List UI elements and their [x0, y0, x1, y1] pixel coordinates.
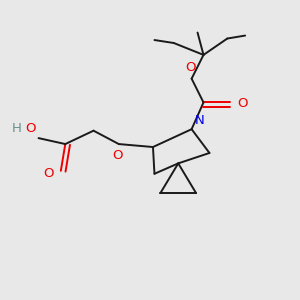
Text: N: N — [195, 114, 205, 127]
Text: O: O — [185, 61, 195, 74]
Text: O: O — [43, 167, 53, 180]
Text: O: O — [112, 149, 123, 162]
Text: O: O — [238, 98, 248, 110]
Text: O: O — [26, 122, 36, 135]
Text: H: H — [11, 122, 21, 135]
